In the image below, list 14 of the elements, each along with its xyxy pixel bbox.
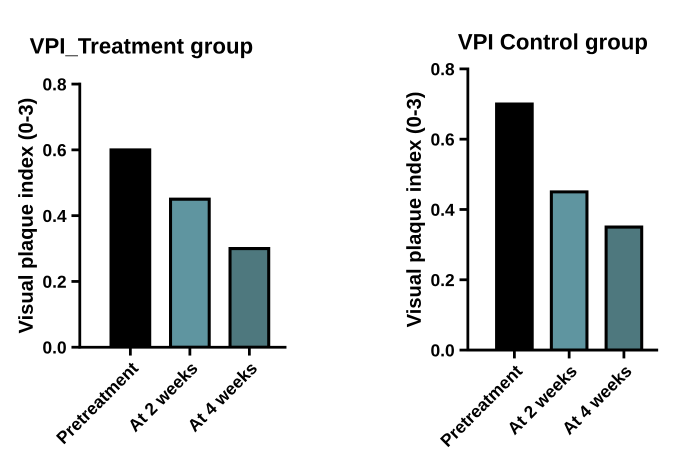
y-tick-label: 0.4: [431, 204, 455, 216]
chart-title: VPI_Treatment group: [30, 38, 252, 58]
y-tick-label: 0.8: [43, 78, 66, 91]
y-axis-title: Visual plaque index (0-3): [18, 98, 37, 334]
y-axis-title: Visual plaque index (0-3): [406, 92, 425, 328]
y-tick-label: 0.2: [43, 276, 66, 288]
y-tick-label: 0.4: [43, 210, 67, 222]
y-tick-label: 0.6: [43, 144, 66, 156]
chart-title: VPI Control group: [458, 33, 648, 54]
y-tick-label: 0.0: [431, 344, 454, 357]
y-tick-label: 0.8: [431, 63, 454, 76]
y-tick-label: 0.0: [43, 341, 66, 354]
y-tick-label: 0.6: [431, 133, 454, 146]
y-tick-label: 0.2: [431, 274, 454, 286]
